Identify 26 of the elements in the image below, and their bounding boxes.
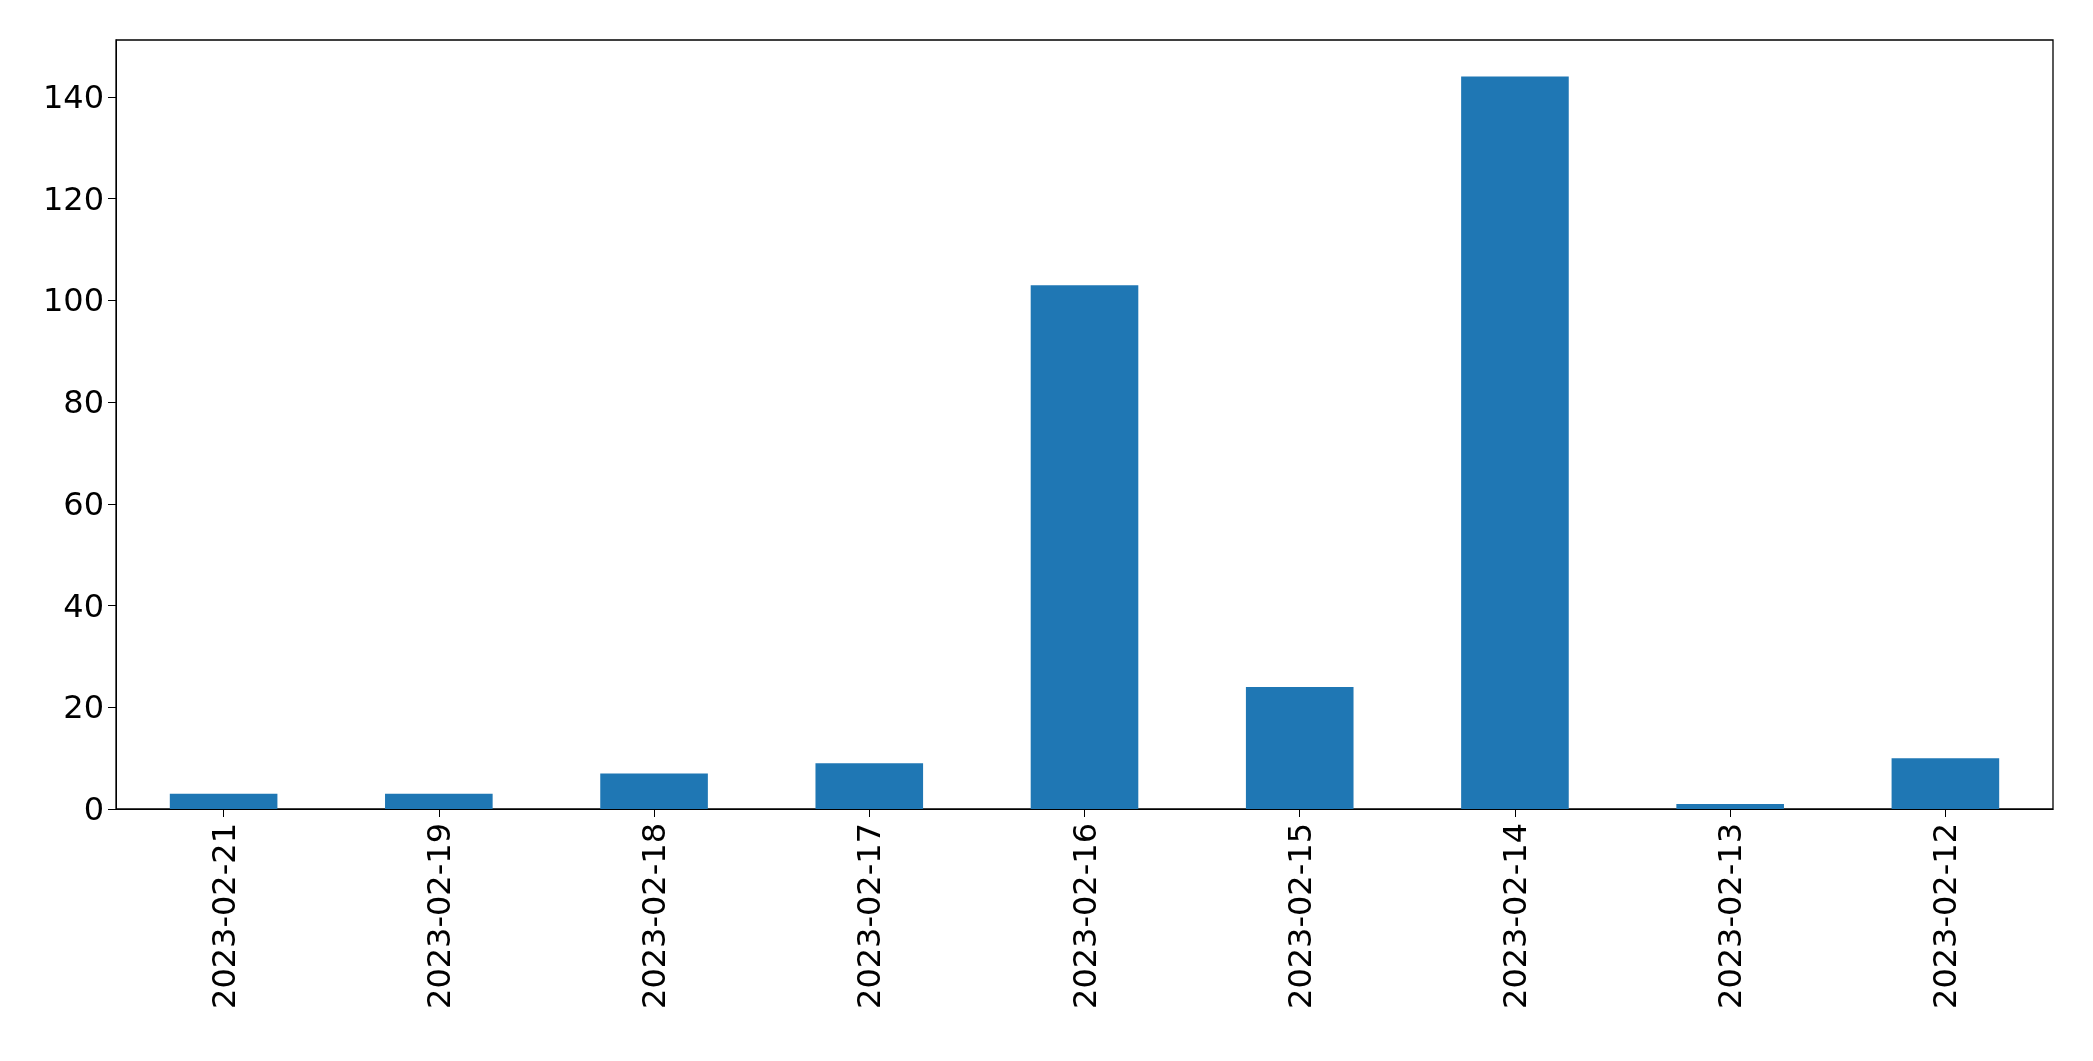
x-tick-label: 2023-02-21 — [204, 823, 243, 1009]
y-tick-label: 40 — [63, 586, 104, 625]
x-tick-label: 2023-02-17 — [850, 823, 889, 1009]
bar — [600, 773, 708, 809]
y-tick-label: 140 — [42, 77, 104, 116]
bar — [1676, 803, 1784, 809]
bar — [385, 793, 493, 809]
y-tick-label: 120 — [42, 179, 104, 218]
y-tick-label: 20 — [63, 688, 104, 727]
bar — [1461, 76, 1569, 809]
y-tick-label: 100 — [42, 281, 104, 320]
x-tick-label: 2023-02-12 — [1926, 823, 1965, 1009]
bar — [1245, 686, 1354, 809]
x-tick-label: 2023-02-14 — [1495, 823, 1534, 1009]
x-tick-label: 2023-02-19 — [419, 823, 458, 1009]
y-tick-label: 80 — [63, 383, 104, 422]
x-tick-label: 2023-02-15 — [1280, 823, 1319, 1009]
x-tick-label: 2023-02-13 — [1711, 823, 1750, 1009]
bar — [1891, 758, 2000, 809]
x-tick-label: 2023-02-18 — [635, 823, 674, 1009]
y-tick-label: 60 — [63, 484, 104, 523]
bar — [169, 793, 278, 809]
x-tick-label: 2023-02-16 — [1065, 823, 1104, 1009]
y-tick-label: 0 — [83, 790, 104, 828]
bar — [815, 763, 924, 809]
bar — [1030, 285, 1139, 809]
